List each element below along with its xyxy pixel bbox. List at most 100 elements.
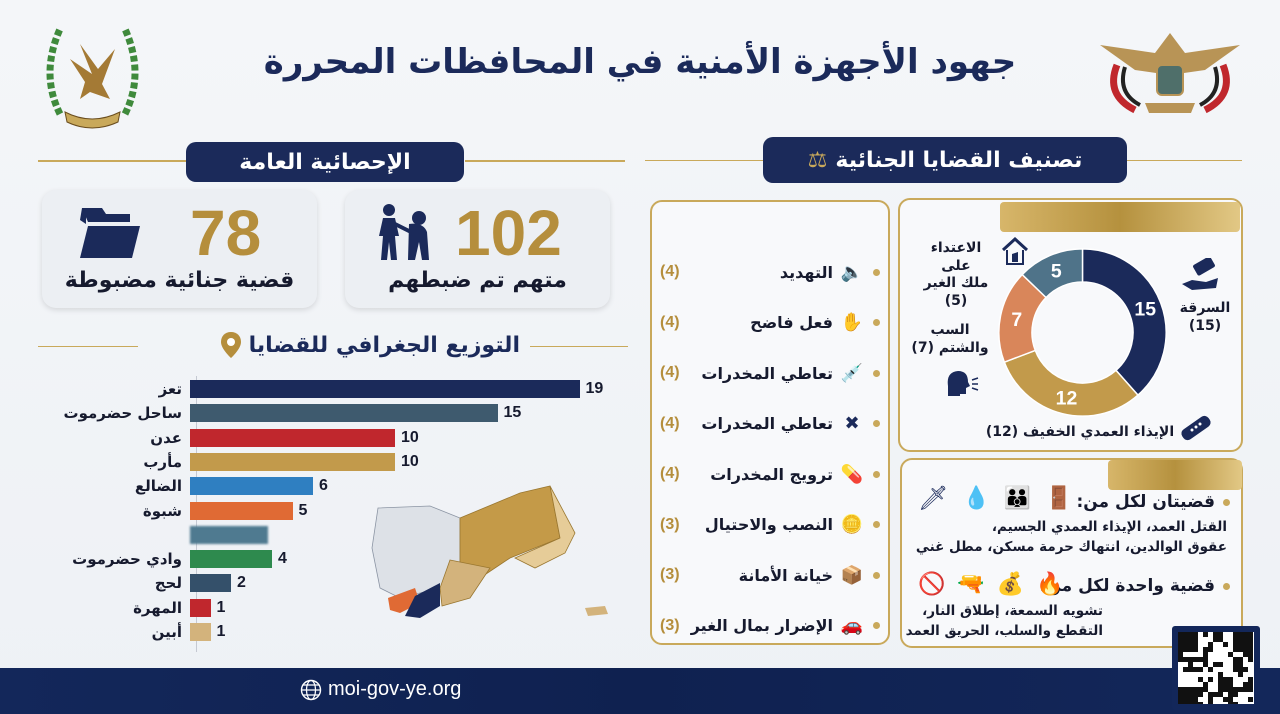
crime-name: فعل فاضح: [750, 313, 833, 332]
cases-label: قضية جنائية مضبوطة: [64, 268, 295, 293]
crime-list-panel: [650, 200, 890, 645]
bar: [190, 452, 395, 471]
geo-title-wrap: التوزيع الجغرافي للقضايا: [160, 332, 520, 358]
crime-name: التهديد: [779, 262, 833, 282]
crime-count: (4): [660, 465, 680, 482]
bar-row: [30, 524, 274, 546]
bar-value: 1: [216, 598, 226, 616]
bar-row: تعز 19: [30, 378, 603, 400]
arrest-icon: [379, 204, 429, 260]
donut-segment-value: 15: [1134, 299, 1156, 321]
divider-class-left: [645, 160, 763, 161]
bar-label: ساحل حضرموت: [63, 404, 183, 423]
two-cases-heading: قضيتان لكل من:: [1030, 492, 1230, 512]
bar: [190, 574, 231, 593]
divider-geo-left: [38, 346, 138, 347]
money-hand-icon: [1182, 258, 1218, 290]
bandage-icon: [1181, 415, 1211, 441]
bar-value: 2: [237, 574, 246, 592]
crime-name: تعاطي المخدرات: [701, 414, 833, 433]
sword-icon: 🗡: [918, 484, 949, 512]
fire-icon: 🔥: [1036, 571, 1064, 597]
divider-class-right: [1127, 160, 1242, 161]
donut-segment: [1081, 248, 1167, 397]
crime-name: تعاطي المخدرات: [701, 363, 833, 383]
bar-row: ساحل حضرموت 15: [30, 402, 521, 424]
divider-left: [465, 160, 625, 162]
bar-value: 6: [319, 477, 328, 495]
syringe-icon: 💉: [840, 362, 864, 384]
crime-count: (4): [660, 364, 680, 381]
bar-label: شبوة: [142, 501, 182, 520]
bar-row: وادي حضرموت 4: [30, 548, 287, 570]
bullet-dot: [873, 268, 880, 276]
bar-label: لحج: [154, 574, 182, 593]
trespass-label: الاعتداء على ملك الغير (5): [923, 240, 989, 309]
bar: [190, 404, 498, 423]
bullet-dot: [1223, 582, 1230, 590]
two-cases-list: القتل العمد، الإيذاء العمدي الجسيم، عقوق…: [915, 519, 1227, 555]
bullet-dot: [873, 319, 880, 326]
parents-icon: 👪: [1003, 485, 1032, 511]
donut-segment: [1003, 349, 1139, 417]
megaphone-icon: 🔈: [840, 261, 864, 283]
crime-name: ترويج المخدرات: [710, 464, 833, 484]
crime-name: خيانة الأمانة: [738, 565, 833, 585]
bar: [190, 477, 313, 496]
bar-label: المهرة: [133, 598, 182, 617]
qr-code-pattern: [1178, 632, 1254, 704]
crime-count: (4): [660, 263, 680, 280]
bar: [190, 525, 268, 544]
bar-label: عدن: [150, 428, 182, 447]
bar-row: لحج 2: [30, 572, 246, 594]
bar-row: عدن 10: [30, 427, 419, 449]
bar: [190, 501, 293, 520]
theft-label: السرقة (15): [1179, 300, 1231, 334]
classification-title: تصنيف القضايا الجنائية: [835, 147, 1083, 173]
classification-header: تصنيف القضايا الجنائية ⚖: [763, 137, 1127, 183]
stat-card-cases: 78 قضية جنائية مضبوطة: [42, 190, 317, 308]
one-case-heading: قضية واحدة لكل من:: [1030, 576, 1230, 596]
hand-icon: ✋: [840, 312, 864, 333]
bar: [190, 598, 211, 617]
bullet-dot: [873, 571, 880, 579]
crime-item: 💉 تعاطي المخدرات (4): [660, 359, 880, 387]
scales-icon: ⚖: [807, 147, 828, 173]
general-stats-title: الإحصائية العامة: [239, 149, 411, 175]
folder-icon: [80, 208, 140, 258]
globe-icon: [300, 679, 322, 700]
footer-bar: moi-gov-ye.org: [0, 668, 1280, 714]
notes-panel-banner: [1108, 460, 1242, 490]
crime-name: النصب والاحتيال: [704, 515, 833, 534]
qr-code[interactable]: [1172, 626, 1260, 710]
divider-left: [38, 160, 186, 162]
bar-label: الضالع: [134, 477, 182, 496]
cases-count: 78: [190, 197, 262, 269]
yemen-coat-of-arms: [1100, 33, 1240, 114]
donut-segment-value: 12: [1056, 387, 1078, 409]
donut-segment-value: 5: [1051, 261, 1062, 283]
crime-item: ✖ تعاطي المخدرات (4): [660, 410, 880, 438]
car-icon: 🚗: [840, 615, 864, 636]
website-link[interactable]: moi-gov-ye.org: [300, 678, 461, 701]
bullet-dot: [873, 470, 880, 478]
bar-label: تعز: [158, 380, 182, 398]
coins-icon: 🪙: [840, 514, 864, 535]
notes-panel: [900, 458, 1243, 648]
crime-donut-chart: 15 12 7 5: [998, 248, 1167, 417]
crime-name: الإضرار بمال الغير: [690, 616, 833, 635]
bandage-pills-icon: ✖: [844, 413, 860, 434]
speaking-head-icon: [947, 371, 979, 396]
bullet-dot: [1223, 498, 1230, 506]
bar-row: الضالع 6: [30, 475, 328, 497]
defendants-label: متهم تم ضبطهم: [388, 268, 567, 293]
bullet-dot: [873, 369, 880, 377]
crime-count: (4): [660, 313, 680, 331]
bar-row: أبين 1: [30, 621, 225, 643]
bar: [190, 428, 395, 447]
donut-segment: [1021, 248, 1084, 299]
bar: [190, 550, 272, 569]
insult-label: السب والشتم (7): [911, 322, 989, 356]
crime-item: 💊 ترويج المخدرات (4): [660, 460, 880, 488]
money-bag-hand-icon: 💰: [996, 571, 1025, 597]
